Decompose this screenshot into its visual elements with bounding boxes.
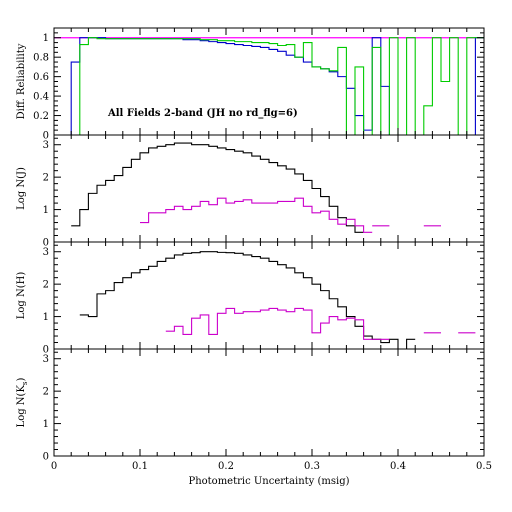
y-tick-label: 0.2 xyxy=(33,111,49,122)
series-line-3 xyxy=(54,37,484,135)
x-tick-label: 0.5 xyxy=(476,461,492,472)
panel-2: 0 1 2 3 Log N(J) xyxy=(16,134,485,249)
y-tick-label: 0 xyxy=(43,238,49,249)
panel-data-layer xyxy=(79,251,476,349)
y-tick-label: 2 xyxy=(43,280,49,291)
y-axis-label: Log N(Ks) xyxy=(16,377,29,427)
chart-panels: 0 0.2 0.4 0.6 0.8 1 Diff. Reliability All Field… xyxy=(16,27,492,487)
y-tick-label: 0 xyxy=(43,131,49,142)
y-axis-label: Diff. Reliability xyxy=(16,43,27,119)
y-tick-label: 2 xyxy=(43,173,49,184)
y-tick-label: 1 xyxy=(43,312,49,323)
chart-annotation: All Fields 2-band (JH no rd_flg=6) xyxy=(107,108,298,119)
y-tick-label: 1 xyxy=(43,33,49,44)
y-tick-label: 3 xyxy=(43,354,49,365)
y-tick-label: 0.6 xyxy=(33,72,49,83)
panel-frame xyxy=(53,348,485,457)
series-line-1 xyxy=(71,142,364,233)
panel-data-layer xyxy=(54,37,484,135)
panel-4: 0 1 2 3 Log N(Ks) 0 0.1 0.2 0.3 0.4 0.5 Photometric… xyxy=(16,348,492,487)
y-tick-label: 0.8 xyxy=(33,53,49,64)
x-tick-label: 0 xyxy=(51,461,57,472)
panel-data-layer xyxy=(71,142,441,233)
x-tick-label: 0.4 xyxy=(390,461,406,472)
y-tick-label: 3 xyxy=(43,140,49,151)
series-line-2-seg-1 xyxy=(165,307,373,340)
x-tick-label: 0.1 xyxy=(132,461,148,472)
y-axis-label: Log N(J) xyxy=(16,167,27,210)
y-tick-label: 3 xyxy=(43,247,49,258)
y-tick-label: 2 xyxy=(43,387,49,398)
y-tick-label: 1 xyxy=(43,205,49,216)
series-line-2-seg-1 xyxy=(140,197,373,233)
panel-3: 0 1 2 3 Log N(H) xyxy=(16,241,485,356)
y-axis-label: Log N(H) xyxy=(16,272,27,320)
y-tick-label: 1 xyxy=(43,419,49,430)
x-tick-label: 0.2 xyxy=(218,461,234,472)
series-line-1 xyxy=(79,251,416,349)
x-axis-label: Photometric Uncertainty (msig) xyxy=(188,476,349,487)
y-tick-label: 0 xyxy=(43,345,49,356)
panel-1: 0 0.2 0.4 0.6 0.8 1 Diff. Reliability All Field… xyxy=(16,27,485,142)
y-tick-label: 0.4 xyxy=(33,92,49,103)
x-tick-label: 0.3 xyxy=(304,461,320,472)
y-tick-label: 0 xyxy=(43,452,49,463)
